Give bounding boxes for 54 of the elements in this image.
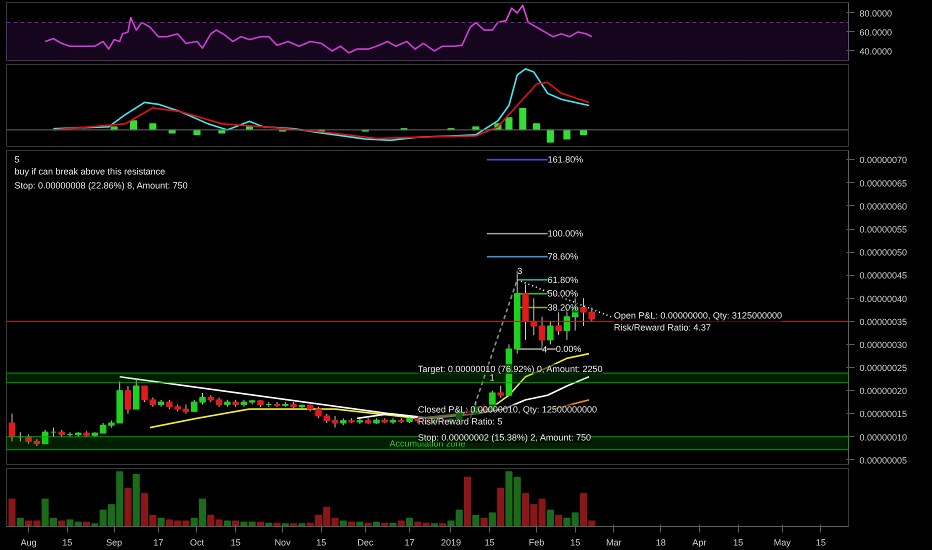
y-tick-label: 0.00000070 <box>860 155 908 166</box>
y-tick-label: 0.00000060 <box>860 201 908 212</box>
annotation: 78.60% <box>548 252 578 262</box>
annotation: Open P&L: 0.00000000, Qty: 3125000000 Risk/Reward Ratio: 4.37 <box>614 310 782 332</box>
y-tick-label: 80.0000 <box>860 8 892 18</box>
y-tick-label: 0.00000055 <box>860 224 908 234</box>
annotation: 5 <box>14 154 20 164</box>
y-tick-label: 0.00000025 <box>860 363 908 374</box>
x-tick-label: 15 <box>484 538 495 548</box>
x-tick-label: 15 <box>816 538 826 548</box>
x-tick-label: 15 <box>316 538 326 548</box>
y-tick-label: 0.00000065 <box>860 178 908 188</box>
x-tick-label: 18 <box>656 538 666 548</box>
y-tick-label: 60.0000 <box>860 27 892 38</box>
x-tick-label: 15 <box>733 538 744 548</box>
x-tick-label: Sep <box>106 538 122 548</box>
annotation: 0.00% <box>556 344 582 354</box>
y-tick-label: 0.00000050 <box>860 248 908 258</box>
y-tick-label: 40.0000 <box>860 46 892 56</box>
x-tick-label: Aug <box>20 538 37 548</box>
annotation: 50.00% <box>548 288 578 299</box>
y-tick-label: 0.00000035 <box>860 316 908 327</box>
annotation: 161.80% <box>548 154 584 165</box>
y-tick-label: 0.00000030 <box>860 340 908 350</box>
annotation: 4 <box>542 344 548 355</box>
x-tick-label: 15 <box>230 538 241 548</box>
annotation: Stop: 0.00000002 (15.38%) 2, Amount: 750 <box>418 432 591 443</box>
annotation: 1 <box>490 372 495 382</box>
x-tick-label: May <box>774 538 792 548</box>
annotation: Target: 0.00000010 (76.92%) 0, Amount: 2250 <box>418 364 602 374</box>
annotation: buy if can break above this resistance <box>14 166 166 176</box>
x-tick-label: Oct <box>190 538 204 548</box>
x-tick-label: 15 <box>62 538 72 548</box>
x-tick-label: Dec <box>357 538 374 548</box>
annotation: Closed P&L: 0.00000010, Qty: 12500000000 Risk/Reward Ratio: 5 <box>418 404 597 427</box>
y-tick-label: 0.00000010 <box>860 432 908 442</box>
x-tick-label: Feb <box>528 538 544 548</box>
y-tick-label: 0.00000040 <box>860 294 908 304</box>
x-tick-label: 2019 <box>440 538 461 548</box>
y-tick-label: 0.00000005 <box>860 455 908 466</box>
x-tick-label: 17 <box>153 538 164 548</box>
x-tick-label: 15 <box>570 538 580 548</box>
annotation: 61.80% <box>548 274 578 285</box>
y-tick-label: 0.00000045 <box>860 270 908 281</box>
annotation: 100.00% <box>548 228 584 239</box>
annotation: 38.20% <box>548 302 578 312</box>
y-tick-label: 0.00000015 <box>860 409 908 420</box>
x-tick-label: 17 <box>404 538 415 548</box>
annotation: 3 <box>517 266 522 276</box>
x-tick-label: Apr <box>692 538 706 548</box>
annotation: Stop: 0.00000008 (22.86%) 8, Amount: 750 <box>14 180 188 190</box>
x-tick-label: Mar <box>606 538 622 548</box>
x-tick-label: Nov <box>274 538 292 548</box>
y-tick-label: 0.00000020 <box>860 386 908 396</box>
